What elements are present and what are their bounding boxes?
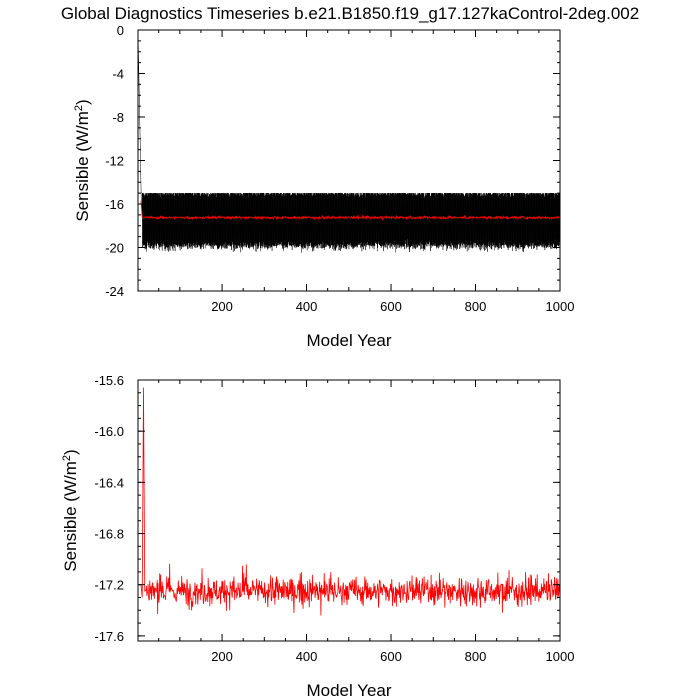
x-tick-label: 200 [211, 299, 233, 314]
x-tick-label: 400 [296, 649, 318, 664]
y-tick-label: -17.2 [94, 578, 124, 593]
y-tick-label: -17.6 [94, 629, 124, 644]
figure-title: Global Diagnostics Timeseries b.e21.B185… [61, 4, 639, 23]
y-tick-label: -12 [105, 154, 124, 169]
y-axis-title: Sensible (W/m2) [73, 99, 92, 221]
y-tick-label: -8 [112, 110, 124, 125]
y-tick-label: -16.8 [94, 527, 124, 542]
x-tick-label: 800 [465, 649, 487, 664]
y-axis-title: Sensible (W/m2) [61, 449, 80, 571]
plot-frame [137, 29, 561, 292]
plot-area [138, 30, 560, 253]
bottom-panel: 200 400 600 800 1000 -15.6 -16.0 -16.4 -16.8 -17.… [61, 373, 574, 700]
series-line-annual [140, 387, 560, 616]
x-axis-title: Model Year [306, 681, 391, 700]
series-line-monthly [138, 30, 560, 253]
x-tick-label: 1000 [546, 649, 575, 664]
x-axis-title: Model Year [306, 331, 391, 350]
series-line-annual [140, 200, 560, 221]
y-tick-label: -16.4 [94, 475, 124, 490]
top-panel: 200 400 600 800 1000 0 -4 -8 -12 -16 -20 -24 Model Y… [73, 23, 574, 350]
x-tick-label: 600 [380, 649, 402, 664]
y-tick-label: 0 [117, 23, 124, 38]
plot-area [140, 387, 560, 616]
y-tick-label: -24 [105, 284, 124, 299]
x-tick-label: 600 [380, 299, 402, 314]
y-tick-label: -4 [112, 67, 124, 82]
x-tick-label: 800 [465, 299, 487, 314]
y-tick-label: -15.6 [94, 373, 124, 388]
y-tick-label: -16 [105, 197, 124, 212]
x-tick-label: 200 [211, 649, 233, 664]
plot-frame [137, 379, 561, 642]
x-tick-label: 1000 [546, 299, 575, 314]
y-tick-label: -16.0 [94, 424, 124, 439]
y-tick-label: -20 [105, 241, 124, 256]
x-tick-label: 400 [296, 299, 318, 314]
